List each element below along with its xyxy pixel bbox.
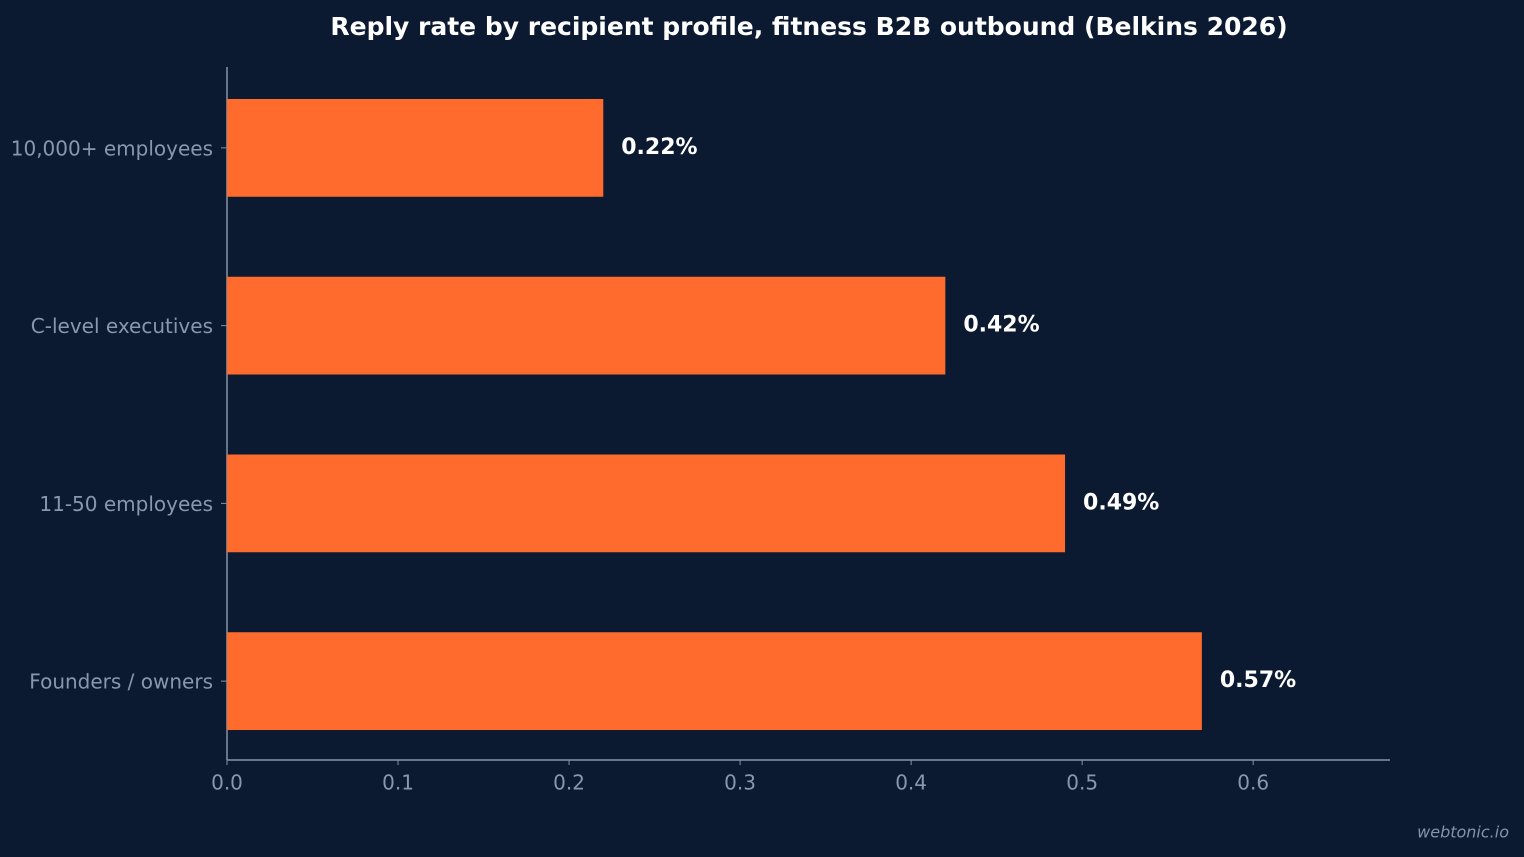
x-tick-label: 0.0 (211, 771, 243, 795)
x-tick-label: 0.4 (895, 771, 927, 795)
x-tick-label: 0.1 (382, 771, 414, 795)
y-tick-label: C-level executives (31, 314, 213, 338)
bar (227, 98, 604, 197)
bar (227, 276, 946, 375)
bar (227, 454, 1066, 553)
chart-title: Reply rate by recipient profile, fitness… (330, 12, 1287, 41)
bar (227, 632, 1202, 731)
x-tick-label: 0.3 (724, 771, 756, 795)
watermark: webtonic.io (1417, 823, 1509, 842)
value-label: 0.22% (621, 135, 697, 160)
y-tick-label: Founders / owners (29, 670, 213, 694)
value-label: 0.49% (1083, 490, 1159, 515)
x-tick-label: 0.6 (1237, 771, 1269, 795)
value-label: 0.57% (1220, 668, 1296, 693)
value-label: 0.42% (963, 313, 1039, 338)
x-tick-label: 0.2 (553, 771, 585, 795)
y-tick-label: 10,000+ employees (11, 136, 213, 160)
y-tick-label: 11-50 employees (39, 492, 213, 516)
x-tick-label: 0.5 (1066, 771, 1098, 795)
